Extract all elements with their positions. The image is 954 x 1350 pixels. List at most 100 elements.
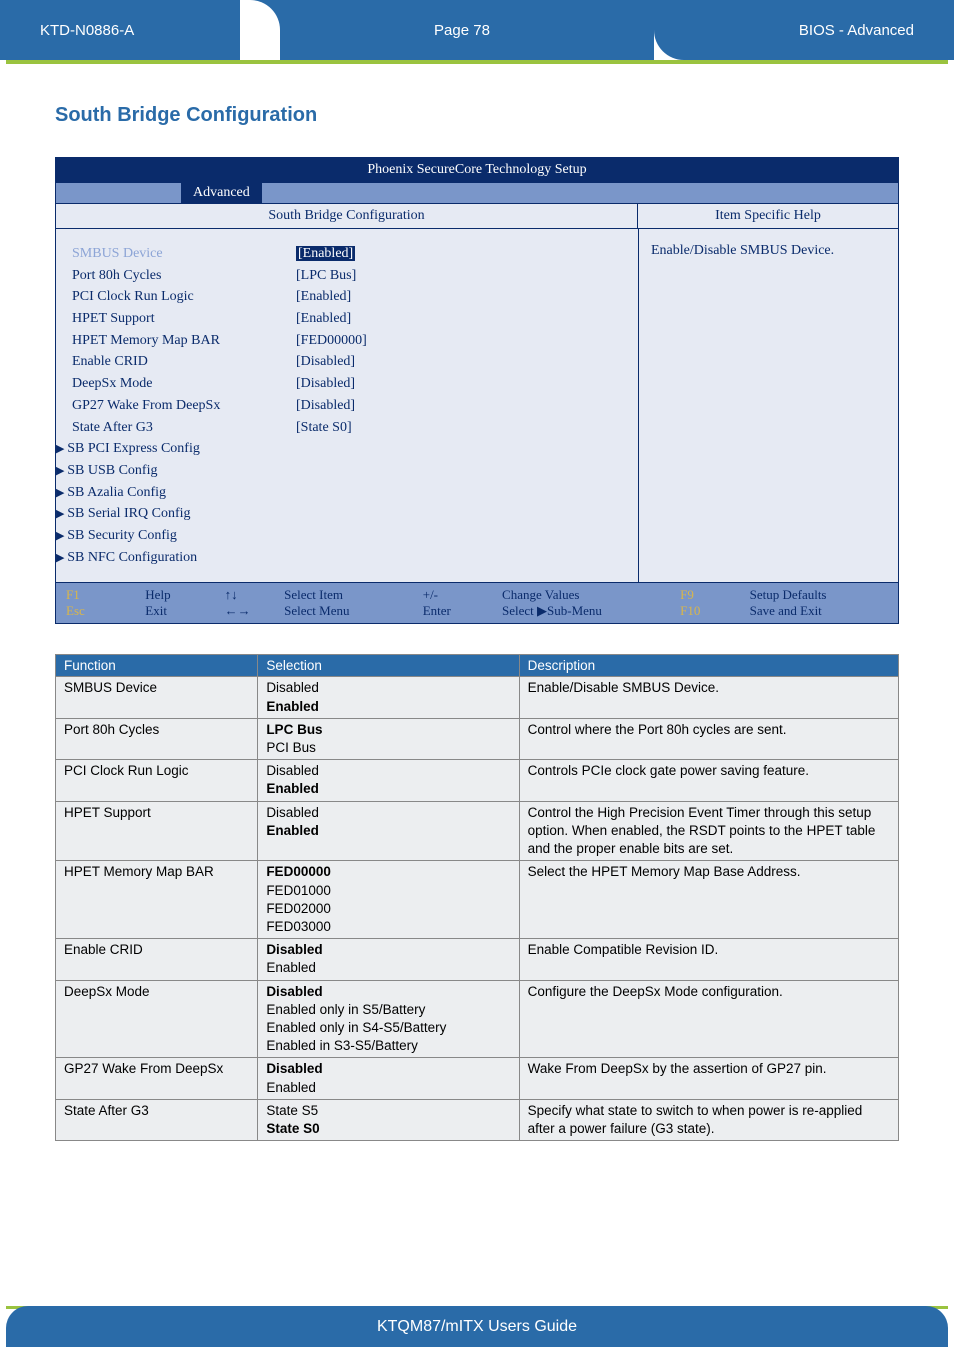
bios-option-labels: SMBUS DevicePort 80h CyclesPCI Clock Run…: [56, 229, 286, 582]
table-cell-selection: DisabledEnabled: [258, 939, 519, 980]
table-row: Enable CRIDDisabledEnabledEnable Compati…: [56, 939, 899, 980]
bios-footer-key: Select Item: [284, 587, 403, 603]
page-number-text: Page 78: [434, 22, 490, 39]
bios-footer-key: F10: [680, 603, 729, 619]
bios-footer-key: F9: [680, 587, 729, 603]
bios-footer-key: Setup Defaults: [750, 587, 888, 603]
table-cell-selection: DisabledEnabled: [258, 760, 519, 801]
table-cell-function: State After G3: [56, 1099, 258, 1140]
bios-key-footer: F1 Help ↑↓ Select Item +/- Change Values F9 Set…: [55, 583, 899, 624]
bios-option-label[interactable]: HPET Support: [72, 308, 276, 330]
bios-footer-key: Save and Exit: [750, 603, 888, 619]
bios-footer-key: Select ▶Sub-Menu: [502, 603, 660, 619]
bios-option-value[interactable]: [Enabled]: [296, 286, 628, 308]
table-cell-function: Enable CRID: [56, 939, 258, 980]
table-row: Port 80h CyclesLPC BusPCI BusControl whe…: [56, 718, 899, 759]
table-cell-function: HPET Support: [56, 801, 258, 861]
bios-footer-key: Enter: [423, 603, 482, 619]
table-row: State After G3State S5State S0Specify wh…: [56, 1099, 899, 1140]
table-cell-description: Controls PCIe clock gate power saving fe…: [519, 760, 898, 801]
table-row: GP27 Wake From DeepSxDisabledEnabledWake…: [56, 1058, 899, 1099]
bios-main-area: SMBUS DevicePort 80h CyclesPCI Clock Run…: [55, 229, 899, 583]
bios-option-label[interactable]: Enable CRID: [72, 351, 276, 373]
bios-option-value[interactable]: [Disabled]: [296, 351, 628, 373]
bios-submenu-item[interactable]: SB USB Config: [56, 460, 276, 482]
table-cell-selection: State S5State S0: [258, 1099, 519, 1140]
table-cell-selection: DisabledEnabled only in S5/BatteryEnable…: [258, 980, 519, 1058]
bios-option-value[interactable]: [State S0]: [296, 417, 628, 439]
table-cell-description: Control where the Port 80h cycles are se…: [519, 718, 898, 759]
table-cell-function: PCI Clock Run Logic: [56, 760, 258, 801]
table-cell-function: HPET Memory Map BAR: [56, 861, 258, 939]
table-cell-description: Enable/Disable SMBUS Device.: [519, 677, 898, 718]
bios-option-value[interactable]: [Enabled]: [296, 243, 628, 265]
bios-footer-key: Exit: [145, 603, 204, 619]
table-row: HPET Memory Map BARFED00000FED01000FED02…: [56, 861, 899, 939]
table-cell-selection: DisabledEnabled: [258, 677, 519, 718]
table-cell-function: GP27 Wake From DeepSx: [56, 1058, 258, 1099]
bios-option-value[interactable]: [Disabled]: [296, 395, 628, 417]
bios-footer-key: Esc: [66, 603, 125, 619]
bios-submenu-item[interactable]: SB Security Config: [56, 525, 276, 547]
bios-option-value[interactable]: [LPC Bus]: [296, 265, 628, 287]
bios-option-label[interactable]: DeepSx Mode: [72, 373, 276, 395]
bios-subheader-right: Item Specific Help: [638, 204, 898, 228]
bios-option-label[interactable]: GP27 Wake From DeepSx: [72, 395, 276, 417]
bios-footer-key: F1: [66, 587, 125, 603]
bios-tab-strip: Advanced: [55, 183, 899, 204]
table-cell-description: Wake From DeepSx by the assertion of GP2…: [519, 1058, 898, 1099]
bios-submenu-item[interactable]: SB Serial IRQ Config: [56, 503, 276, 525]
table-cell-function: Port 80h Cycles: [56, 718, 258, 759]
bios-footer-key: ↑↓: [225, 587, 265, 603]
bios-option-label[interactable]: State After G3: [72, 417, 276, 439]
table-cell-description: Enable Compatible Revision ID.: [519, 939, 898, 980]
table-cell-description: Control the High Precision Event Timer t…: [519, 801, 898, 861]
table-cell-selection: DisabledEnabled: [258, 801, 519, 861]
bios-tab-advanced[interactable]: Advanced: [181, 183, 262, 203]
page-header: KTD-N0886-A Page 78 BIOS - Advanced: [0, 0, 954, 60]
table-header-cell: Function: [56, 655, 258, 677]
bios-option-label[interactable]: Port 80h Cycles: [72, 265, 276, 287]
bios-window: Phoenix SecureCore Technology Setup Adva…: [55, 157, 899, 624]
footer-text: KTQM87/mITX Users Guide: [6, 1306, 948, 1347]
bios-footer-key: ←→: [225, 603, 265, 619]
bios-footer-key: Select Menu: [284, 603, 403, 619]
table-cell-function: SMBUS Device: [56, 677, 258, 718]
bios-subheader: South Bridge Configuration Item Specific…: [55, 204, 899, 229]
options-table: FunctionSelectionDescription SMBUS Devic…: [55, 654, 899, 1141]
table-row: PCI Clock Run LogicDisabledEnabledContro…: [56, 760, 899, 801]
bios-help-panel: Enable/Disable SMBUS Device.: [638, 229, 898, 582]
bios-option-value[interactable]: [Enabled]: [296, 308, 628, 330]
table-cell-description: Specify what state to switch to when pow…: [519, 1099, 898, 1140]
bios-subheader-left: South Bridge Configuration: [56, 204, 638, 228]
page-number: Page 78: [270, 0, 654, 60]
doc-id: KTD-N0886-A: [0, 0, 270, 60]
bios-option-value[interactable]: [FED00000]: [296, 330, 628, 352]
bios-submenu-item[interactable]: SB NFC Configuration: [56, 547, 276, 569]
table-row: SMBUS DeviceDisabledEnabledEnable/Disabl…: [56, 677, 899, 718]
table-cell-selection: FED00000FED01000FED02000FED03000: [258, 861, 519, 939]
table-header-cell: Selection: [258, 655, 519, 677]
bios-submenu-item[interactable]: SB PCI Express Config: [56, 438, 276, 460]
table-row: HPET SupportDisabledEnabledControl the H…: [56, 801, 899, 861]
bios-option-label[interactable]: SMBUS Device: [72, 243, 276, 265]
table-cell-function: DeepSx Mode: [56, 980, 258, 1058]
table-row: DeepSx ModeDisabledEnabled only in S5/Ba…: [56, 980, 899, 1058]
table-cell-selection: DisabledEnabled: [258, 1058, 519, 1099]
table-cell-description: Select the HPET Memory Map Base Address.: [519, 861, 898, 939]
table-header-cell: Description: [519, 655, 898, 677]
bios-option-label[interactable]: PCI Clock Run Logic: [72, 286, 276, 308]
bios-submenu-item[interactable]: SB Azalia Config: [56, 482, 276, 504]
bios-option-value[interactable]: [Disabled]: [296, 373, 628, 395]
table-cell-selection: LPC BusPCI Bus: [258, 718, 519, 759]
section-title: South Bridge Configuration: [55, 104, 899, 127]
page-footer: KTQM87/mITX Users Guide: [0, 1306, 954, 1350]
bios-option-values: [Enabled][LPC Bus][Enabled][Enabled][FED…: [286, 229, 638, 582]
bios-footer-key: Help: [145, 587, 204, 603]
bios-title-bar: Phoenix SecureCore Technology Setup: [55, 157, 899, 183]
section-label: BIOS - Advanced: [654, 0, 954, 60]
bios-footer-key: Change Values: [502, 587, 660, 603]
bios-footer-key: +/-: [423, 587, 482, 603]
table-cell-description: Configure the DeepSx Mode configuration.: [519, 980, 898, 1058]
bios-option-label[interactable]: HPET Memory Map BAR: [72, 330, 276, 352]
